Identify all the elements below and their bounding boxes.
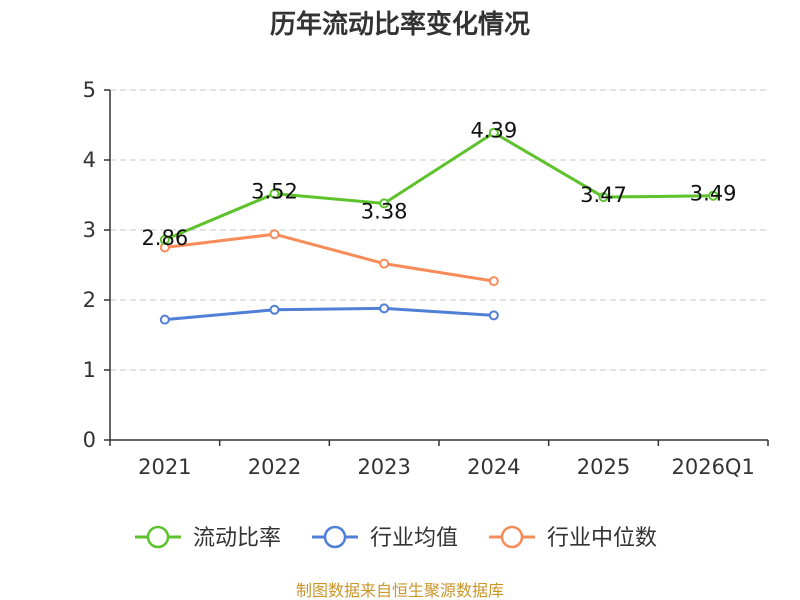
chart-title: 历年流动比率变化情况 — [270, 9, 530, 40]
legend-item-1[interactable]: 行业均值 — [312, 525, 458, 551]
series-group: 2.86 3.52 3.38 4.39 3.47 3.49 — [141, 119, 737, 325]
data-point — [488, 310, 499, 321]
legend-marker — [323, 525, 347, 549]
legend-marker — [146, 525, 170, 549]
data-point — [708, 190, 719, 201]
data-label: 3.49 — [690, 182, 737, 206]
source-note: 制图数据来自恒生聚源数据库 — [296, 581, 504, 600]
series-2 — [159, 229, 499, 287]
y-tick-label: 0 — [83, 428, 96, 452]
series-0 — [159, 127, 719, 245]
data-point — [379, 258, 390, 269]
data-label: 2.86 — [141, 226, 188, 250]
x-tick-label: 2021 — [138, 455, 191, 479]
data-point — [379, 198, 390, 209]
y-tick-label: 2 — [83, 288, 96, 312]
y-tick-label: 1 — [83, 358, 96, 382]
y-tick-label: 4 — [83, 148, 96, 172]
axes: 0 1 2 3 4 5 2021 2022 2023 2024 2025 2026Q1 — [83, 78, 769, 479]
data-label: 3.38 — [361, 199, 408, 223]
data-label: 3.47 — [580, 183, 627, 207]
data-point — [488, 276, 499, 287]
data-label: 4.39 — [470, 119, 517, 143]
legend[interactable]: 流动比率 行业均值 行业中位数 — [135, 525, 657, 551]
legend-item-2[interactable]: 行业中位数 — [489, 525, 657, 551]
data-point — [598, 192, 609, 203]
data-point — [269, 188, 280, 199]
legend-item-0[interactable]: 流动比率 — [135, 525, 281, 551]
x-tick-label: 2023 — [357, 455, 410, 479]
data-point — [159, 234, 170, 245]
series-line — [164, 131, 714, 242]
data-point — [269, 304, 280, 315]
data-point — [379, 303, 390, 314]
data-point — [269, 229, 280, 240]
legend-label: 行业中位数 — [547, 526, 657, 551]
x-tick-label: 2025 — [577, 455, 630, 479]
x-tick-label: 2024 — [467, 455, 520, 479]
data-point — [159, 314, 170, 325]
x-tick-label: 2022 — [248, 455, 301, 479]
legend-label: 流动比率 — [193, 526, 281, 551]
y-tick-label: 3 — [83, 218, 96, 242]
legend-marker — [500, 525, 524, 549]
series-line — [164, 232, 495, 283]
y-tick-label: 5 — [83, 78, 96, 102]
gridlines — [110, 89, 768, 371]
x-tick-label: 2026Q1 — [671, 455, 754, 479]
series-line — [164, 306, 494, 322]
data-label: 3.52 — [251, 180, 298, 204]
series-1 — [159, 303, 499, 325]
legend-label: 行业均值 — [370, 526, 458, 551]
data-point — [488, 127, 499, 138]
